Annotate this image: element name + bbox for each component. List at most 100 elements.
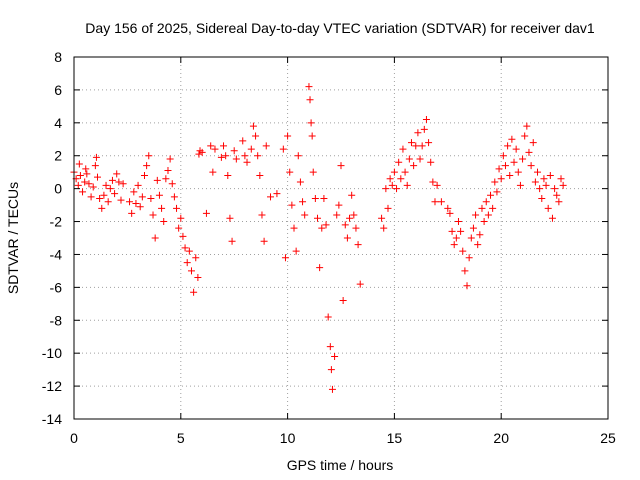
data-point: [457, 227, 465, 235]
y-tick-label: -8: [50, 312, 63, 328]
data-point: [393, 185, 401, 193]
data-point: [474, 241, 482, 249]
data-point: [108, 176, 116, 184]
data-point: [128, 209, 136, 217]
data-point: [143, 162, 151, 170]
data-point: [412, 142, 420, 150]
data-point: [155, 191, 163, 199]
data-point: [87, 193, 95, 201]
data-point: [292, 247, 300, 255]
data-point: [431, 198, 439, 206]
data-point: [173, 204, 181, 212]
data-point: [510, 158, 518, 166]
data-point: [493, 188, 501, 196]
data-point: [222, 152, 230, 160]
x-tick-label: 25: [600, 430, 616, 446]
x-tick-label: 15: [387, 430, 403, 446]
data-point: [190, 288, 198, 296]
x-tick-label: 5: [177, 430, 185, 446]
data-point: [390, 168, 398, 176]
data-point: [162, 175, 170, 183]
data-point: [401, 168, 409, 176]
data-point: [416, 155, 424, 163]
data-point: [102, 181, 110, 189]
data-point: [134, 181, 142, 189]
data-point: [544, 204, 552, 212]
data-point: [487, 191, 495, 199]
data-point: [521, 132, 529, 140]
data-point: [495, 165, 503, 173]
data-point: [397, 175, 405, 183]
data-point: [82, 165, 90, 173]
x-tick-label: 10: [280, 430, 296, 446]
data-point: [132, 199, 140, 207]
data-point: [160, 218, 168, 226]
data-point: [115, 178, 123, 186]
data-point: [523, 122, 531, 130]
data-point: [119, 180, 127, 188]
plot-frame: [73, 56, 609, 420]
x-tick-label: 0: [70, 430, 78, 446]
data-point: [220, 142, 228, 150]
data-point: [147, 195, 155, 203]
data-point: [450, 241, 458, 249]
data-point: [331, 352, 339, 360]
data-point: [446, 209, 454, 217]
data-point: [209, 168, 217, 176]
data-point: [254, 152, 262, 160]
data-point: [309, 168, 317, 176]
data-point: [403, 181, 411, 189]
data-point: [239, 137, 247, 145]
data-point: [469, 224, 477, 232]
data-point: [542, 181, 550, 189]
data-point: [352, 224, 360, 232]
data-point: [559, 181, 567, 189]
data-point: [444, 204, 452, 212]
data-point: [557, 175, 565, 183]
data-point: [388, 181, 396, 189]
y-tick-label: -10: [42, 345, 62, 361]
data-point: [179, 232, 187, 240]
data-point: [452, 234, 460, 242]
data-point: [138, 193, 146, 201]
data-point: [181, 244, 189, 252]
data-point: [386, 175, 394, 183]
data-point: [399, 145, 407, 153]
y-tick-label: 2: [54, 148, 62, 164]
data-point: [170, 193, 178, 201]
data-point: [258, 211, 266, 219]
y-tick-label: -4: [50, 246, 63, 262]
data-point: [211, 145, 219, 153]
data-point: [290, 224, 298, 232]
data-point: [149, 211, 157, 219]
data-point: [553, 191, 561, 199]
data-point: [384, 204, 392, 212]
data-point: [158, 204, 166, 212]
data-point: [465, 254, 473, 262]
data-point: [534, 168, 542, 176]
data-points: [70, 83, 567, 393]
data-point: [187, 267, 195, 275]
data-point: [472, 211, 480, 219]
data-point: [195, 150, 203, 158]
data-point: [83, 170, 91, 178]
data-point: [346, 214, 354, 222]
data-point: [429, 178, 437, 186]
data-point: [489, 204, 497, 212]
data-point: [459, 247, 467, 255]
data-point: [76, 171, 84, 179]
data-point: [407, 139, 415, 147]
data-point: [461, 267, 469, 275]
data-point: [279, 145, 287, 153]
data-point: [512, 145, 520, 153]
data-point: [433, 181, 441, 189]
data-point: [356, 280, 364, 288]
data-point: [378, 214, 386, 222]
data-point: [85, 180, 93, 188]
data-point: [106, 185, 114, 193]
data-point: [126, 198, 134, 206]
data-point: [531, 178, 539, 186]
data-point: [130, 188, 138, 196]
data-point: [508, 135, 516, 143]
